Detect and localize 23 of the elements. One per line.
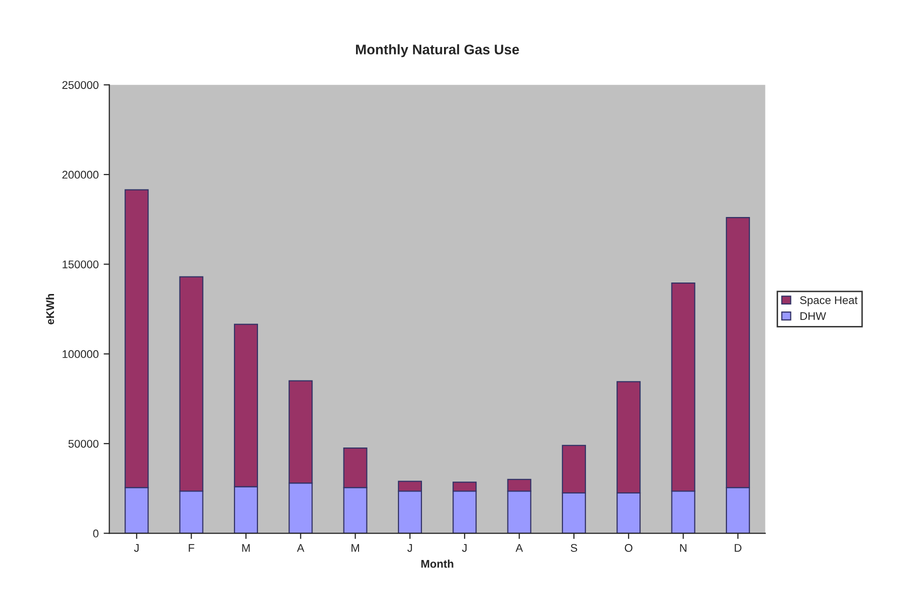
legend-label: DHW (800, 312, 826, 320)
x-tick-label: J (407, 544, 412, 552)
x-tick-label: J (134, 544, 139, 552)
x-tick-label: N (680, 544, 686, 552)
y-tick-label: 250000 (62, 81, 98, 89)
x-tick-label: M (352, 544, 360, 552)
x-tick-label: D (734, 544, 742, 552)
x-tick-label: A (516, 544, 523, 552)
x-tick-label: O (624, 544, 632, 552)
legend-label: Space Heat (800, 296, 858, 306)
y-tick-label: 200000 (62, 170, 98, 179)
x-tick-label: A (296, 544, 304, 552)
y-tick-label: 150000 (62, 260, 98, 268)
y-tick-label: 50000 (68, 440, 98, 448)
x-axis-title: Month (421, 560, 454, 568)
x-tick-label: M (242, 544, 250, 552)
x-tick-label: S (570, 544, 578, 552)
x-tick-label: J (462, 544, 467, 552)
y-tick-label: 100000 (62, 350, 98, 358)
chart-title: Monthly Natural Gas Use (356, 44, 520, 58)
x-tick-label: F (188, 544, 194, 552)
y-tick-label: 0 (93, 530, 98, 538)
y-axis-title: eKWh (46, 294, 54, 324)
